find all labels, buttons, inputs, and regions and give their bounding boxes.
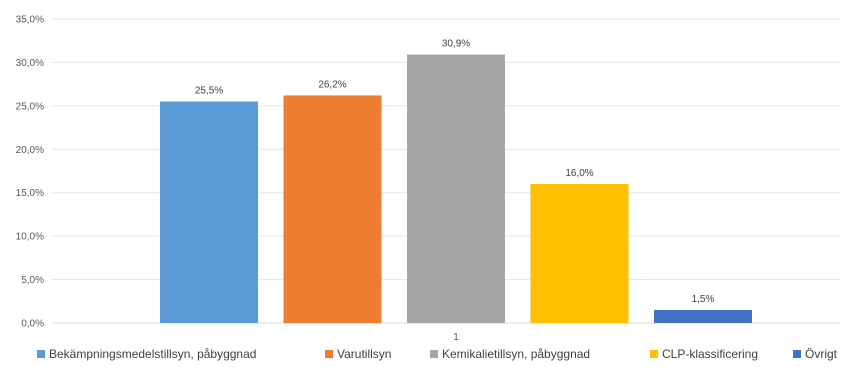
y-tick-label: 35,0% [16, 15, 44, 26]
legend-swatch [37, 350, 45, 358]
data-label: 25,5% [195, 86, 223, 97]
bar-4 [530, 184, 629, 323]
legend-label: Övrigt [805, 347, 838, 361]
legend-label: Bekämpningsmedelstillsyn, påbyggnad [49, 347, 256, 361]
bar-2 [283, 95, 382, 323]
legend-swatch [793, 350, 801, 358]
legend-swatch [325, 350, 333, 358]
legend-label: CLP-klassificering [662, 347, 758, 361]
legend-label: Kemikalietillsyn, påbyggnad [442, 347, 590, 361]
data-label: 30,9% [442, 39, 470, 50]
y-tick-label: 20,0% [16, 145, 44, 156]
y-tick-label: 30,0% [16, 58, 44, 69]
data-labels: 25,5% 26,2% 30,9% 16,0% 1,5% [195, 39, 715, 305]
x-tick-label: 1 [453, 332, 459, 343]
legend-label: Varutillsyn [337, 347, 391, 361]
legend-swatch [430, 350, 438, 358]
y-tick-label: 25,0% [16, 101, 44, 112]
y-tick-label: 0,0% [21, 319, 44, 330]
y-tick-label: 5,0% [21, 275, 44, 286]
data-label: 26,2% [318, 79, 346, 90]
y-tick-label: 15,0% [16, 188, 44, 199]
y-tick-label: 10,0% [16, 232, 44, 243]
bar-5 [654, 309, 752, 323]
x-axis-ticks: 1 [453, 332, 459, 343]
data-label: 1,5% [692, 294, 715, 305]
y-axis-ticks: 0,0% 5,0% 10,0% 15,0% 20,0% 25,0% 30,0% 35,0% [16, 15, 44, 330]
bar-3 [407, 54, 505, 324]
bars [160, 54, 752, 324]
legend: Bekämpningsmedelstillsyn, påbyggnad Varut… [37, 347, 838, 361]
bar-1 [160, 101, 258, 323]
legend-swatch [650, 350, 658, 358]
data-label: 16,0% [565, 168, 593, 179]
